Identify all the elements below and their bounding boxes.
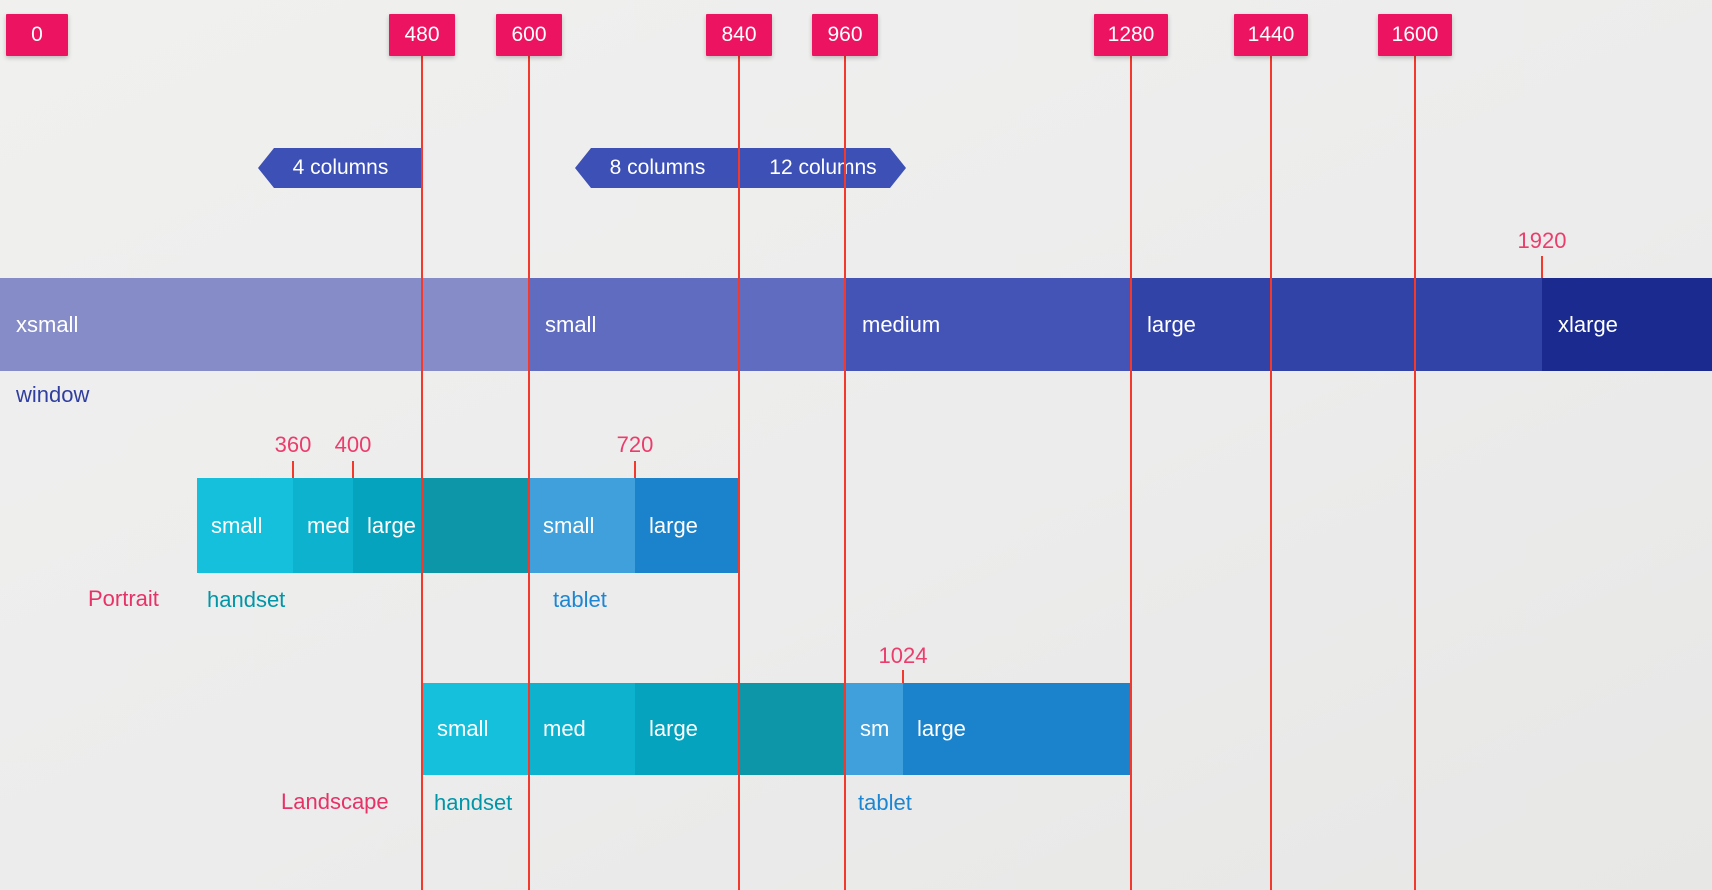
breakpoint-badge-label: 840 bbox=[721, 23, 757, 46]
columns-tag-label: 4 columns bbox=[292, 156, 389, 179]
breakpoint-badge-label: 0 bbox=[31, 23, 43, 46]
annotation-1024: 1024 bbox=[878, 643, 928, 668]
segment-label: small bbox=[543, 512, 595, 538]
segment-label: large bbox=[649, 512, 698, 538]
columns-tag-8: 8 columns bbox=[575, 148, 740, 188]
window-section-large: large bbox=[1131, 278, 1542, 371]
portrait-handset-segment-med: med bbox=[293, 478, 353, 573]
breakpoint-badge-1600: 1600 bbox=[1378, 14, 1452, 56]
breakpoint-line-1280 bbox=[1130, 56, 1132, 890]
breakpoint-line-480 bbox=[421, 56, 423, 890]
segment-label: large bbox=[649, 716, 698, 741]
window-section-xlarge: xlarge bbox=[1542, 278, 1712, 371]
breakpoint-badge-label: 960 bbox=[827, 23, 863, 46]
breakpoint-badge-960: 960 bbox=[812, 14, 878, 56]
annotation-tick-1920 bbox=[1541, 256, 1543, 278]
breakpoint-line-840 bbox=[738, 56, 740, 890]
breakpoint-badge-label: 600 bbox=[511, 23, 547, 46]
portrait-tablet-segment-small: small bbox=[529, 478, 635, 573]
window-section-label: xlarge bbox=[1558, 311, 1618, 337]
breakpoint-badge-label: 1600 bbox=[1391, 23, 1439, 46]
annotation-tick-720 bbox=[634, 461, 636, 478]
annotation-tick-360 bbox=[292, 461, 294, 478]
breakpoint-badge-label: 1280 bbox=[1107, 23, 1155, 46]
window-section-medium: medium bbox=[846, 278, 1131, 371]
annotation-400: 400 bbox=[334, 432, 372, 457]
window-section-label: small bbox=[545, 311, 597, 337]
portrait-handset-segment-large: large bbox=[353, 478, 423, 573]
segment-label: small bbox=[437, 716, 489, 741]
annotation-720: 720 bbox=[616, 432, 654, 457]
segment-label: small bbox=[211, 512, 263, 538]
segment-label: sm bbox=[860, 716, 890, 741]
annotation-tick-1024 bbox=[902, 670, 904, 683]
annotation-1920: 1920 bbox=[1517, 228, 1567, 253]
breakpoint-badge-label: 480 bbox=[404, 23, 440, 46]
landscape-handset-bar: small med large bbox=[423, 683, 846, 775]
columns-tag-label: 12 columns bbox=[769, 156, 877, 179]
breakpoint-badge-480: 480 bbox=[389, 14, 455, 56]
breakpoint-badge-1440: 1440 bbox=[1234, 14, 1308, 56]
annotation-tick-400 bbox=[352, 461, 354, 478]
portrait-caption: Portrait bbox=[88, 586, 159, 611]
window-section-label: medium bbox=[862, 311, 941, 337]
window-section-small: small bbox=[529, 278, 846, 371]
landscape-handset-segment-small: small bbox=[423, 683, 529, 775]
portrait-handset-segment-small: small bbox=[197, 478, 293, 573]
breakpoint-badge-0: 0 bbox=[6, 14, 68, 56]
portrait-tablet-bar: small large bbox=[529, 478, 740, 573]
annotation-360: 360 bbox=[274, 432, 312, 457]
breakpoint-badge-label: 1440 bbox=[1247, 23, 1295, 46]
window-section-label: large bbox=[1147, 311, 1196, 337]
portrait-tablet-caption: tablet bbox=[553, 587, 607, 612]
breakpoint-line-960 bbox=[844, 56, 846, 890]
landscape-handset-caption: handset bbox=[434, 790, 513, 815]
landscape-handset-segment-med: med bbox=[529, 683, 635, 775]
breakpoint-badge-1280: 1280 bbox=[1094, 14, 1168, 56]
breakpoint-line-600 bbox=[528, 56, 530, 890]
landscape-handset-segment-large: large bbox=[635, 683, 740, 775]
breakpoint-badge-600: 600 bbox=[496, 14, 562, 56]
segment-label: med bbox=[307, 512, 350, 538]
landscape-tablet-segment-sm: sm bbox=[846, 683, 903, 775]
columns-tag-12: 12 columns bbox=[740, 148, 906, 188]
portrait-tablet-segment-large: large bbox=[635, 478, 740, 573]
portrait-handset-segment-extension bbox=[423, 478, 529, 573]
breakpoint-line-1600 bbox=[1414, 56, 1416, 890]
landscape-tablet-segment-large: large bbox=[903, 683, 1131, 775]
columns-tag-4: 4 columns bbox=[258, 148, 423, 188]
window-caption: window bbox=[16, 382, 90, 407]
portrait-handset-caption: handset bbox=[207, 587, 286, 612]
breakpoint-badge-840: 840 bbox=[706, 14, 772, 56]
landscape-tablet-caption: tablet bbox=[858, 790, 912, 815]
window-section-xsmall: xsmall bbox=[0, 278, 529, 371]
segment-label: large bbox=[367, 512, 416, 538]
columns-tag-label: 8 columns bbox=[609, 156, 706, 179]
segment-label: large bbox=[917, 716, 966, 741]
landscape-tablet-bar: sm large bbox=[846, 683, 1131, 775]
portrait-handset-bar: small med large bbox=[197, 478, 529, 573]
segment-label: med bbox=[543, 716, 586, 741]
landscape-handset-segment-extension bbox=[740, 683, 846, 775]
window-section-label: xsmall bbox=[16, 311, 79, 337]
breakpoint-line-1440 bbox=[1270, 56, 1272, 890]
window-size-bar: xsmall small medium large xlarge bbox=[0, 278, 1712, 371]
landscape-caption: Landscape bbox=[281, 789, 389, 814]
